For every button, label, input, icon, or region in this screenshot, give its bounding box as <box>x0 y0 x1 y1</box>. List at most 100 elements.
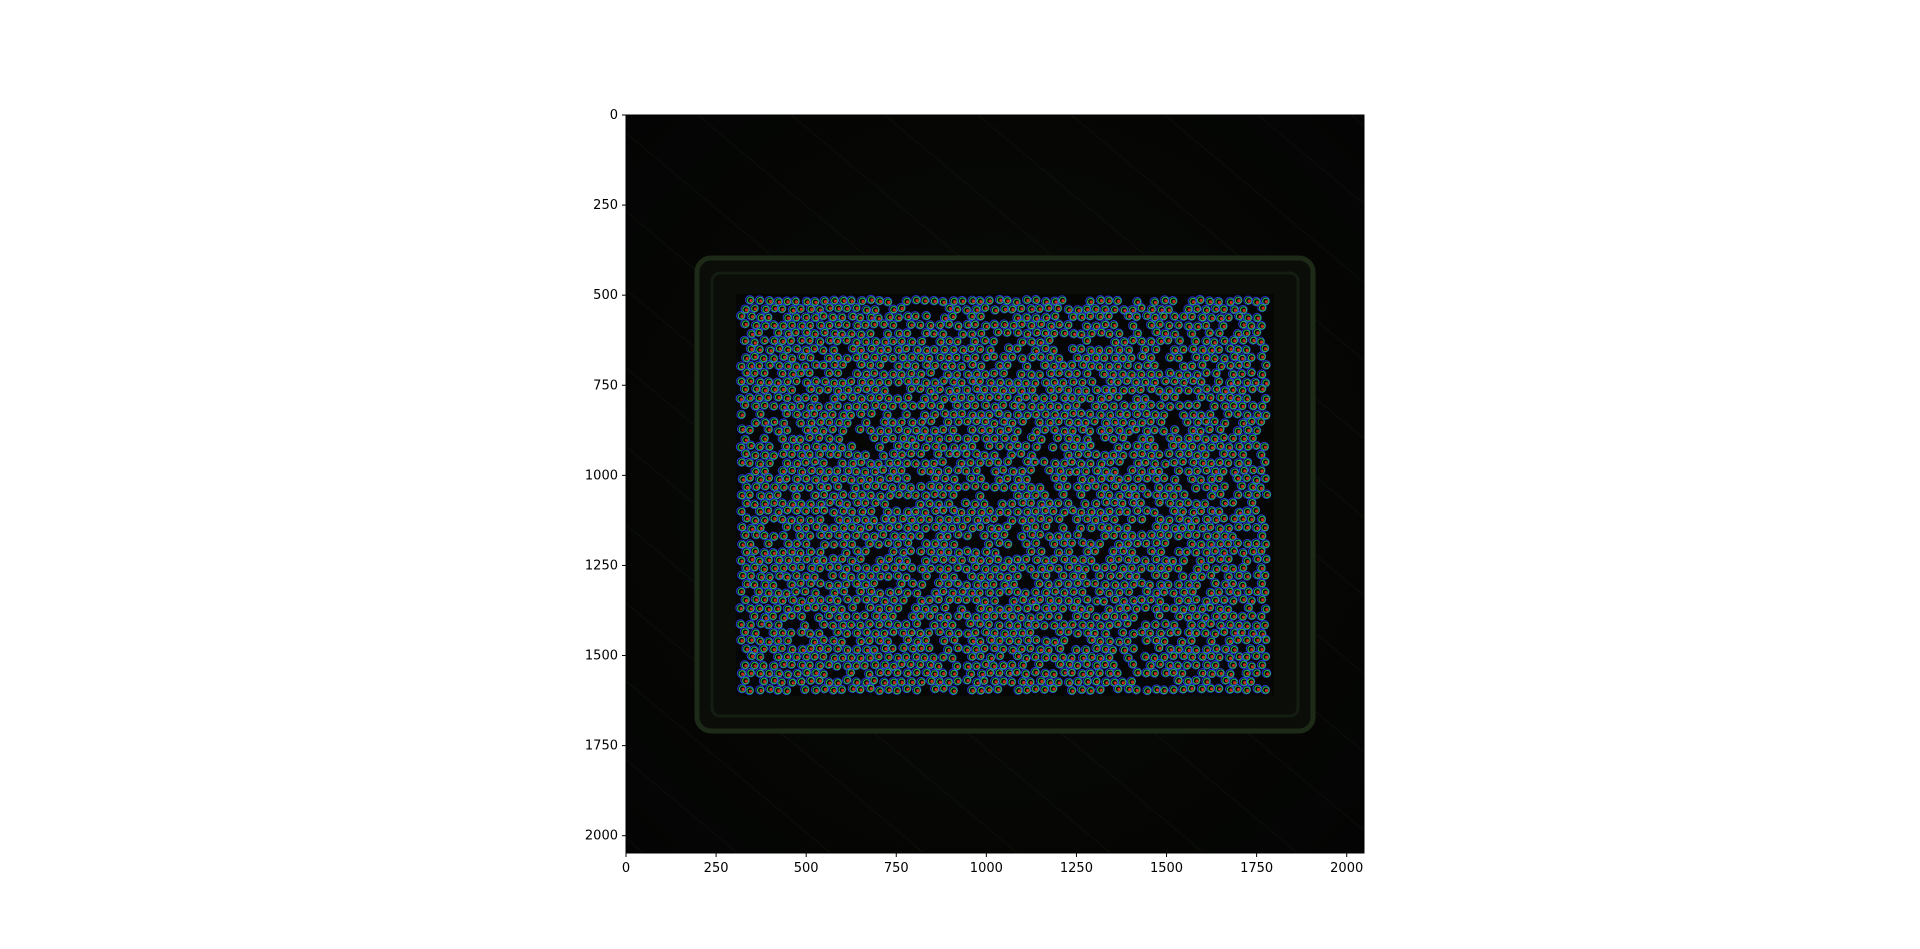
bead-ring <box>852 347 856 351</box>
bead-ring <box>1031 356 1035 360</box>
bead-ring <box>1105 312 1113 320</box>
bead-ring <box>1104 323 1108 327</box>
bead-ring <box>938 437 942 442</box>
bead-ring <box>758 364 762 368</box>
bead <box>925 320 935 330</box>
bead-ring <box>997 412 1002 416</box>
bead-ring <box>864 454 869 458</box>
bead-ring <box>1187 325 1192 329</box>
bead-ring <box>974 404 978 408</box>
bead-ring <box>997 461 1001 465</box>
bead-ring <box>1253 298 1261 306</box>
bead-ring <box>1067 372 1071 376</box>
bead-ring <box>1108 493 1112 498</box>
bead-ring <box>1108 332 1112 337</box>
bead-ring <box>785 445 789 449</box>
bead-ring <box>897 398 901 402</box>
bead-ring <box>1160 420 1164 424</box>
bead-ring <box>1219 317 1223 321</box>
bead-ring <box>1154 413 1158 417</box>
bead-ring <box>1063 331 1067 336</box>
bead-ring <box>1086 297 1095 306</box>
bead-ring <box>952 380 956 384</box>
bead-ring <box>933 348 937 353</box>
bead-ring <box>1031 388 1035 392</box>
bead-ring <box>1178 373 1182 377</box>
bead-ring <box>929 371 934 375</box>
bead-ring <box>768 494 772 499</box>
bead-ring <box>969 461 973 465</box>
bead-ring <box>1062 364 1066 368</box>
bead-ring <box>856 388 860 392</box>
bead-ring <box>740 380 744 384</box>
bead-ring <box>1196 421 1201 425</box>
bead-ring <box>1245 348 1249 352</box>
bead-ring <box>833 332 838 336</box>
bead-ring <box>1090 364 1094 369</box>
bead-ring <box>1049 404 1053 409</box>
bead-ring <box>986 297 994 305</box>
bead-ring <box>1183 414 1187 418</box>
bead-ring <box>1250 356 1254 360</box>
bead-ring <box>1003 297 1012 305</box>
bead <box>1081 321 1092 331</box>
bead-ring <box>865 421 869 425</box>
bead-ring <box>896 461 900 465</box>
bead-ring <box>1165 306 1173 314</box>
bead-ring <box>1251 437 1256 441</box>
bead-ring <box>796 397 801 401</box>
bead-ring <box>850 299 854 303</box>
bead-ring <box>1000 320 1009 329</box>
bead-ring <box>1223 339 1227 344</box>
bead-ring <box>1002 403 1006 408</box>
bead-ring <box>1081 381 1085 385</box>
bead-ring <box>805 413 809 417</box>
bead <box>1197 312 1207 322</box>
bead-ring <box>1144 461 1148 465</box>
bead-ring <box>900 469 904 473</box>
bead-ring <box>937 452 941 457</box>
bead-ring <box>923 312 931 320</box>
bead-ring <box>1237 299 1241 303</box>
bead-ring <box>919 387 923 391</box>
bead-ring <box>1260 453 1264 457</box>
bead-ring <box>1164 462 1168 467</box>
bead-ring <box>891 357 896 361</box>
bead-ring <box>790 453 795 457</box>
bead-ring <box>982 322 991 330</box>
bead-ring <box>1159 404 1163 408</box>
bead-ring <box>928 357 932 361</box>
bead-ring <box>834 304 843 312</box>
bead-ring <box>1220 365 1224 369</box>
bead-ring <box>1242 308 1246 313</box>
bead-ring <box>1193 305 1201 313</box>
bead-ring <box>1054 462 1058 466</box>
bead-ring <box>1146 492 1150 497</box>
bead-ring <box>1103 356 1107 360</box>
bead-ring <box>1132 453 1136 457</box>
bead-ring <box>804 461 808 465</box>
bead-ring <box>879 349 883 353</box>
bead-ring <box>912 296 921 304</box>
bead-ring <box>1017 331 1021 335</box>
bead-ring <box>1026 414 1030 418</box>
bead-ring <box>1174 333 1178 337</box>
bead-ring <box>975 308 979 312</box>
bead-ring <box>1174 428 1178 433</box>
bead-ring <box>1020 452 1024 456</box>
bead-ring <box>815 380 819 384</box>
bead-ring <box>1105 297 1113 305</box>
bead-ring <box>757 314 765 322</box>
bead-ring <box>1200 395 1204 400</box>
bead-ring <box>1204 438 1208 442</box>
bead-ring <box>828 437 832 441</box>
bead-ring <box>1118 494 1122 499</box>
bead <box>824 320 834 330</box>
bead-ring <box>770 321 778 329</box>
bead-ring <box>1055 320 1063 329</box>
bead <box>857 295 867 306</box>
bead-ring <box>778 478 782 482</box>
bead-ring <box>833 381 837 386</box>
bead-ring <box>847 469 851 473</box>
bead-ring <box>1141 421 1145 425</box>
